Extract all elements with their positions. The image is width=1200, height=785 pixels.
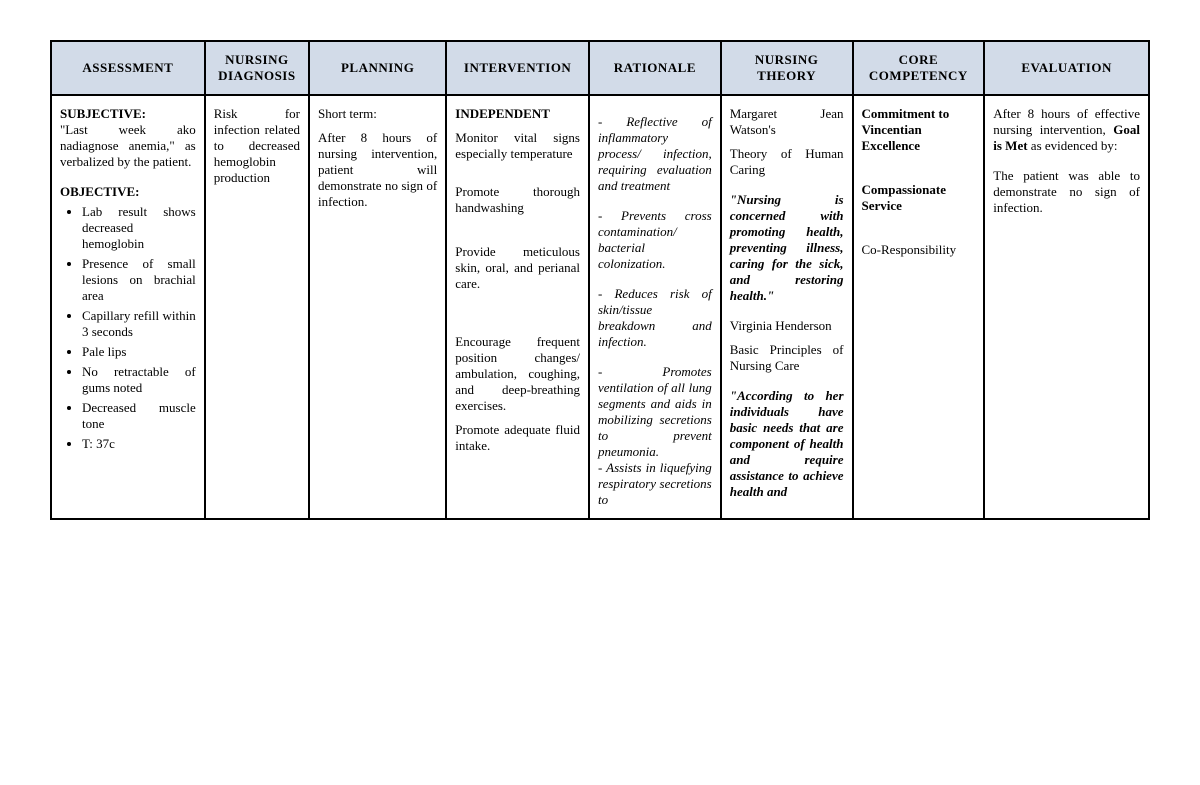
intervention-item: Monitor vital signs especially temperatu… (455, 130, 580, 162)
objective-item: Capillary refill within 3 seconds (82, 308, 196, 340)
cell-competency: Commitment to Vincentian Excellence Comp… (853, 95, 985, 519)
objective-item: T: 37c (82, 436, 196, 452)
header-theory: NURSING THEORY (721, 41, 853, 95)
cell-theory: Margaret Jean Watson's Theory of Human C… (721, 95, 853, 519)
cell-assessment: SUBJECTIVE: "Last week ako nadiagnose an… (51, 95, 205, 519)
cell-planning: Short term: After 8 hours of nursing int… (309, 95, 446, 519)
objective-list: Lab result shows decreased hemoglobin Pr… (60, 204, 196, 452)
objective-item: Decreased muscle tone (82, 400, 196, 432)
objective-item: Pale lips (82, 344, 196, 360)
theory-author-2: Virginia Henderson (730, 318, 844, 334)
theory-author-1: Margaret Jean Watson's (730, 106, 844, 138)
intervention-item: Promote adequate fluid intake. (455, 422, 580, 454)
theory-name-2: Basic Principles of Nursing Care (730, 342, 844, 374)
evaluation-line-1c: as evidenced by: (1028, 138, 1118, 153)
short-term-label: Short term: (318, 106, 437, 122)
header-evaluation: EVALUATION (984, 41, 1149, 95)
competency-item-3: Co-Responsibility (862, 242, 976, 258)
independent-label: INDEPENDENT (455, 106, 580, 122)
header-row: ASSESSMENT NURSING DIAGNOSIS PLANNING IN… (51, 41, 1149, 95)
header-intervention: INTERVENTION (446, 41, 589, 95)
short-term-text: After 8 hours of nursing intervention, p… (318, 130, 437, 210)
header-assessment: ASSESSMENT (51, 41, 205, 95)
competency-item-2: Compassionate Service (862, 182, 976, 214)
header-planning: PLANNING (309, 41, 446, 95)
objective-item: Presence of small lesions on brachial ar… (82, 256, 196, 304)
rationale-item: - Promotes ventilation of all lung segme… (598, 364, 712, 460)
objective-label: OBJECTIVE: (60, 184, 196, 200)
rationale-item: - Assists in liquefying respiratory secr… (598, 460, 712, 508)
intervention-item: Provide meticulous skin, oral, and peria… (455, 244, 580, 292)
header-rationale: RATIONALE (589, 41, 721, 95)
subjective-label: SUBJECTIVE: (60, 106, 146, 121)
intervention-item: Encourage frequent position changes/ amb… (455, 334, 580, 414)
intervention-item: Promote thorough handwashing (455, 184, 580, 216)
competency-item-1: Commitment to Vincentian Excellence (862, 106, 976, 154)
cell-diagnosis: Risk for infection related to decreased … (205, 95, 309, 519)
header-competency: CORE COMPETENCY (853, 41, 985, 95)
header-diagnosis: NURSING DIAGNOSIS (205, 41, 309, 95)
theory-quote-2: "According to her individuals have basic… (730, 388, 844, 500)
nursing-care-plan-table: ASSESSMENT NURSING DIAGNOSIS PLANNING IN… (50, 40, 1150, 520)
cell-intervention: INDEPENDENT Monitor vital signs especial… (446, 95, 589, 519)
objective-item: Lab result shows decreased hemoglobin (82, 204, 196, 252)
cell-evaluation: After 8 hours of effective nursing inter… (984, 95, 1149, 519)
cell-rationale: - Reflective of inflammatory process/ in… (589, 95, 721, 519)
evaluation-line-2: The patient was able to demonstrate no s… (993, 168, 1140, 216)
evaluation-line-1: After 8 hours of effective nursing inter… (993, 106, 1140, 154)
subjective-text: "Last week ako nadiagnose anemia," as ve… (60, 122, 196, 169)
theory-quote-1: "Nursing is concerned with promoting hea… (730, 192, 844, 304)
rationale-item: - Reflective of inflammatory process/ in… (598, 114, 712, 194)
rationale-item: - Prevents cross contamination/ bacteria… (598, 208, 712, 272)
diagnosis-text: Risk for infection related to decreased … (214, 106, 300, 185)
objective-item: No retractable of gums noted (82, 364, 196, 396)
rationale-item: - Reduces risk of skin/tissue breakdown … (598, 286, 712, 350)
theory-name-1: Theory of Human Caring (730, 146, 844, 178)
content-row: SUBJECTIVE: "Last week ako nadiagnose an… (51, 95, 1149, 519)
